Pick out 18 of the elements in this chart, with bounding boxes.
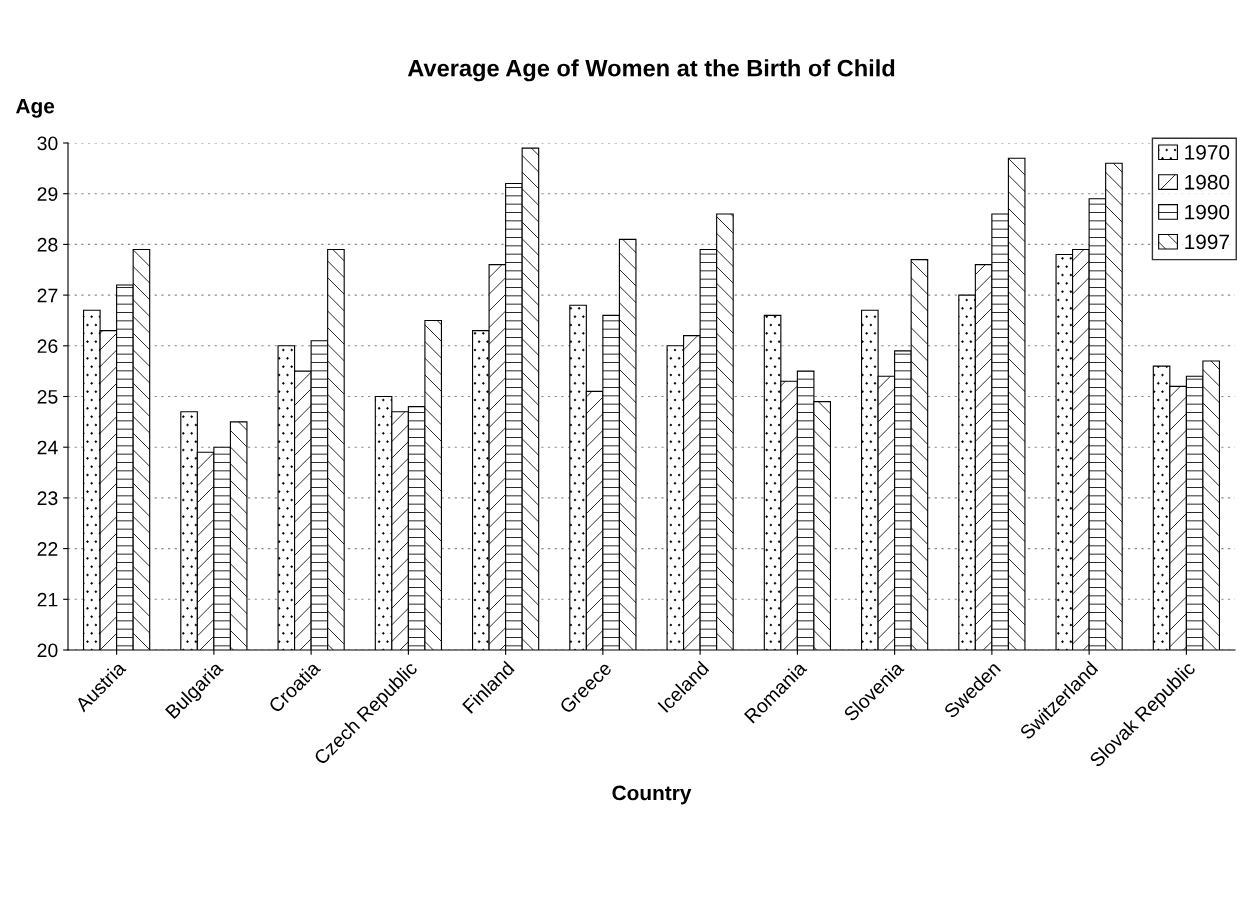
- y-tick-label: 26: [37, 339, 58, 354]
- y-tick-label: 28: [37, 237, 58, 252]
- y-tick-label: 22: [37, 542, 58, 556]
- y-tick-label: 23: [37, 491, 58, 506]
- legend-label: 1970: [1185, 145, 1230, 160]
- x-axis-title: Country: [612, 785, 692, 805]
- y-tick-label: 21: [37, 592, 58, 607]
- legend-label: 1990: [1185, 204, 1230, 220]
- y-tick-label: 24: [37, 440, 58, 455]
- legend-label: 1997: [1185, 234, 1229, 250]
- y-tick-label: 25: [37, 389, 58, 404]
- y-tick-label: 30: [37, 136, 58, 151]
- legend-label: 1980: [1185, 174, 1230, 190]
- y-axis-title: Age: [16, 98, 55, 118]
- chart-title: Average Age of Women at the Birth of Child: [407, 59, 895, 82]
- y-tick-label: 29: [37, 187, 58, 201]
- y-tick-label: 27: [37, 288, 58, 303]
- y-tick-label: 20: [37, 643, 58, 658]
